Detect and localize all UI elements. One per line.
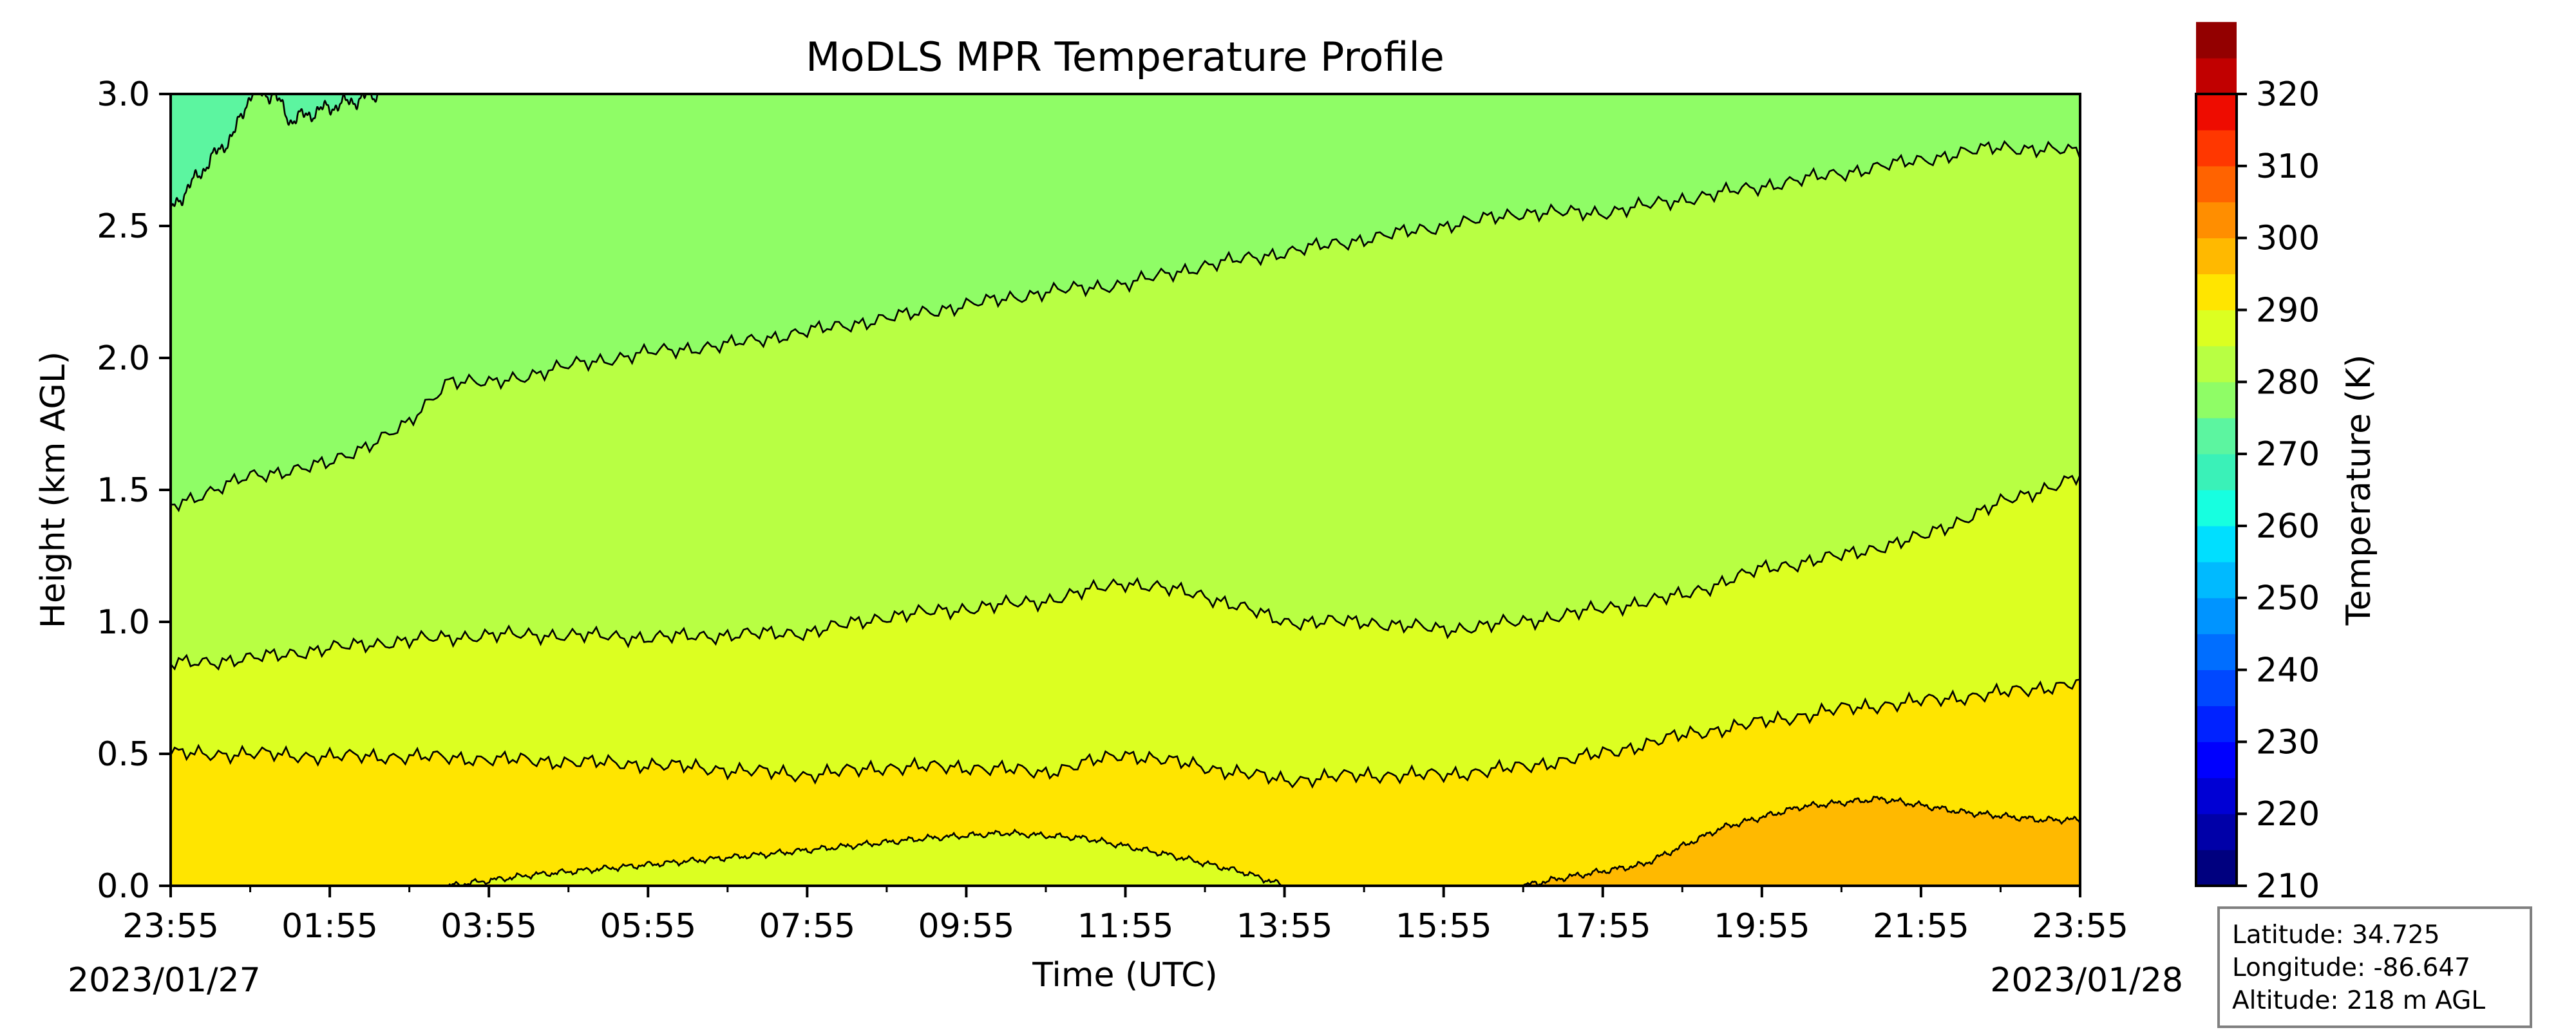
x-tick-label: 03:55 xyxy=(440,907,537,946)
colorbar-tick-label: 240 xyxy=(2256,651,2320,690)
colorbar-tick-label: 220 xyxy=(2256,795,2320,834)
colorbar-step xyxy=(2196,706,2237,742)
colorbar-tick-label: 260 xyxy=(2256,507,2320,546)
colorbar-step xyxy=(2196,418,2237,454)
band-265-270 xyxy=(171,94,2080,510)
x-tick-label: 01:55 xyxy=(281,907,378,946)
contour-lines xyxy=(171,94,2080,886)
x-tick-label: 19:55 xyxy=(1714,907,1810,946)
colorbar-step xyxy=(2196,238,2237,275)
y-tick-label: 3.0 xyxy=(97,75,150,114)
temperature-bands xyxy=(171,94,2080,886)
info-box-frame xyxy=(2217,906,2532,1028)
band-285-290 xyxy=(1523,796,2080,886)
colorbar-tick-label: 250 xyxy=(2256,579,2320,618)
contour-275-k xyxy=(171,474,2080,671)
colorbar-step xyxy=(2196,382,2237,418)
contour-285-k xyxy=(1522,796,2080,886)
y-tick-label: 0.5 xyxy=(97,735,150,774)
colorbar-step xyxy=(2196,525,2237,563)
contour-280-k xyxy=(171,679,2080,789)
colorbar-step xyxy=(2196,201,2237,239)
y-tick-label: 2.0 xyxy=(97,339,150,378)
chart-title: MoDLS MPR Temperature Profile xyxy=(806,33,1444,80)
colorbar-step xyxy=(2196,633,2237,671)
longitude-text: Longitude: -86.647 xyxy=(2232,953,2470,982)
x-tick-label: 17:55 xyxy=(1555,907,1651,946)
y-tick-label: 2.5 xyxy=(97,207,150,246)
colorbar-step xyxy=(2196,165,2237,203)
colorbar-step xyxy=(2196,310,2237,346)
x-tick-label: 21:55 xyxy=(1873,907,1969,946)
start-date-label: 2023/01/27 xyxy=(68,961,261,1000)
colorbar-tick-label: 270 xyxy=(2256,435,2320,474)
x-tick-label: 13:55 xyxy=(1236,907,1333,946)
x-tick-label: 15:55 xyxy=(1396,907,1492,946)
end-date-label: 2023/01/28 xyxy=(1990,961,2183,1000)
altitude-text: Altitude: 218 m AGL xyxy=(2232,986,2485,1015)
colorbar-tick-label: 230 xyxy=(2256,723,2320,762)
band-260-265 xyxy=(171,94,378,207)
contour-280-k-lower xyxy=(448,828,1285,886)
colorbar-frame xyxy=(2195,93,2238,887)
x-tick-label: 09:55 xyxy=(918,907,1014,946)
colorbar-step xyxy=(2196,778,2237,814)
x-tick-label: 07:55 xyxy=(759,907,855,946)
x-tick-label: 11:55 xyxy=(1077,907,1174,946)
colorbar-tick-label: 300 xyxy=(2256,220,2320,258)
contour-270-k xyxy=(171,140,2080,512)
location-info-box: Latitude: 34.725 Longitude: -86.647 Alti… xyxy=(2217,906,2532,1028)
y-tick-label: 1.5 xyxy=(97,471,150,510)
colorbar-step xyxy=(2196,742,2237,778)
x-tick-label: 05:55 xyxy=(600,907,696,946)
colorbar-tick-label: 320 xyxy=(2256,75,2320,114)
colorbar-step xyxy=(2196,670,2237,706)
x-tick-label: 23:55 xyxy=(2032,907,2128,946)
colorbar-tick-label: 280 xyxy=(2256,363,2320,402)
colorbar-step xyxy=(2196,597,2237,635)
colorbar-label: Temperature (K) xyxy=(2340,355,2378,626)
colorbar-step xyxy=(2196,94,2237,131)
colorbar-step xyxy=(2196,850,2237,886)
colorbar-step xyxy=(2196,58,2237,95)
colorbar-step xyxy=(2196,561,2237,599)
colorbar-step xyxy=(2196,490,2237,527)
y-tick-label: 0.0 xyxy=(97,867,150,906)
x-tick-label: 23:55 xyxy=(122,907,219,946)
colorbar-tick-label: 210 xyxy=(2256,867,2320,906)
x-axis-label: Time (UTC) xyxy=(1032,956,1217,995)
colorbar-step xyxy=(2196,346,2237,382)
colorbar-tick-label: 310 xyxy=(2256,147,2320,186)
y-tick-label: 1.0 xyxy=(97,603,150,642)
plot-area xyxy=(169,93,2081,887)
colorbar-step xyxy=(2196,22,2237,59)
latitude-text: Latitude: 34.725 xyxy=(2232,921,2440,950)
colorbar: 210 220 230 240 250 260 270 280 290 300 310 320 xyxy=(2195,22,2320,906)
colorbar-step xyxy=(2196,129,2237,167)
band-275-280-lower xyxy=(449,830,1285,886)
colorbar-tick-label: 290 xyxy=(2256,291,2320,330)
y-axis-label: Height (km AGL) xyxy=(34,351,73,628)
x-axis: 23:55 01:55 03:55 05:55 07:55 09:55 11:55 13:55… xyxy=(122,886,2128,946)
y-axis: 0.0 0.5 1.0 1.5 2.0 2.5 3.0 xyxy=(97,75,171,906)
colorbar-step xyxy=(2196,814,2237,850)
colorbar-step xyxy=(2196,454,2237,491)
colorbar-step xyxy=(2196,274,2237,310)
